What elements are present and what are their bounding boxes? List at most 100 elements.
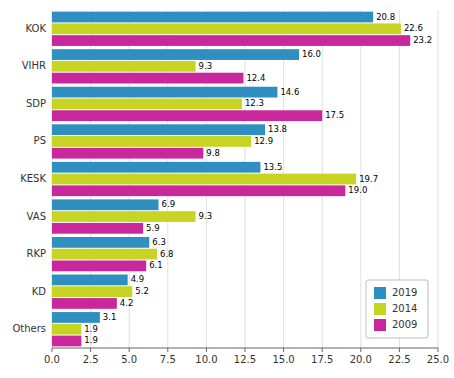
data-label: 3.1	[103, 312, 117, 322]
tick-label: 20.0	[350, 354, 372, 365]
bar	[52, 211, 196, 222]
x-ticks: 0.0 2.5 5.0 7.5 10.0 12.5 15.0 17.5 20.0 22.5 25.0	[44, 348, 449, 365]
tick-mark	[52, 348, 53, 352]
legend-label: 2009	[392, 319, 417, 330]
data-labels: 20.8 16.0 14.6 13.8 13.5 6.9 6.3 4.9 3.1 22.6 9.3 1…	[84, 12, 432, 346]
data-label: 12.9	[254, 136, 273, 146]
bar	[52, 49, 299, 60]
category-label: VIHR	[22, 60, 46, 71]
data-label: 22.6	[404, 23, 423, 33]
bar	[52, 185, 345, 196]
data-label: 1.9	[84, 324, 98, 334]
grid-line	[438, 10, 439, 348]
category-label: PS	[34, 135, 46, 146]
category-label: VAS	[27, 211, 46, 222]
data-label: 19.0	[348, 185, 367, 195]
category-label: SDP	[26, 98, 46, 109]
data-label: 4.2	[120, 298, 134, 308]
tick-label: 17.5	[311, 354, 333, 365]
data-label: 4.9	[131, 274, 145, 284]
tick-mark	[322, 348, 323, 352]
tick-label: 2.5	[83, 354, 99, 365]
data-label: 13.5	[263, 162, 282, 172]
tick-label: 10.0	[195, 354, 217, 365]
x-axis-line	[52, 348, 438, 349]
tick-mark	[245, 348, 246, 352]
bar	[52, 148, 203, 159]
bar	[52, 249, 157, 260]
category-label: Others	[12, 323, 46, 334]
legend-swatch	[374, 319, 386, 331]
tick-label: 12.5	[234, 354, 256, 365]
data-label: 9.3	[199, 61, 213, 71]
data-label: 6.8	[160, 249, 174, 259]
bar	[52, 87, 277, 98]
tick-label: 7.5	[160, 354, 176, 365]
chart: 0.0 2.5 5.0 7.5 10.0 12.5 15.0 17.5 20.0 22.5 25.0…	[0, 0, 454, 378]
tick-mark	[206, 348, 207, 352]
grid	[52, 10, 438, 348]
legend-label: 2014	[392, 303, 417, 314]
bar	[52, 99, 242, 110]
tick-mark	[360, 348, 361, 352]
data-label: 6.9	[162, 199, 176, 209]
bars	[52, 12, 410, 347]
bar	[52, 286, 132, 297]
legend-swatch	[374, 287, 386, 299]
bar	[52, 124, 265, 135]
data-label: 17.5	[325, 110, 344, 120]
data-label: 20.8	[376, 12, 395, 22]
data-label: 1.9	[84, 335, 98, 345]
data-label: 6.1	[149, 260, 163, 270]
bar	[52, 23, 401, 34]
legend-label: 2019	[392, 287, 417, 298]
data-label: 9.8	[206, 148, 220, 158]
legend-box	[366, 280, 428, 338]
bar	[52, 223, 143, 234]
bar	[52, 275, 128, 286]
tick-label: 25.0	[427, 354, 449, 365]
tick-label: 15.0	[272, 354, 294, 365]
bar	[52, 61, 196, 72]
bar	[52, 12, 373, 23]
data-label: 6.3	[152, 237, 166, 247]
bar	[52, 260, 146, 271]
tick-mark	[167, 348, 168, 352]
bar	[52, 162, 260, 173]
category-label: KESK	[20, 173, 46, 184]
data-label: 5.2	[135, 286, 149, 296]
bar	[52, 237, 149, 248]
data-label: 23.2	[413, 35, 432, 45]
data-label: 14.6	[280, 87, 299, 97]
data-label: 12.3	[245, 98, 264, 108]
data-label: 13.8	[268, 124, 287, 134]
tick-label: 5.0	[121, 354, 137, 365]
category-label: KOK	[26, 23, 47, 34]
bar	[52, 199, 159, 210]
bar	[52, 35, 410, 46]
y-ticks: KOK VIHR SDP PS KESK VAS RKP KD Others	[12, 23, 46, 334]
data-label: 19.7	[359, 174, 378, 184]
tick-mark	[129, 348, 130, 352]
legend-swatch	[374, 303, 386, 315]
bar	[52, 336, 81, 347]
tick-mark	[399, 348, 400, 352]
data-label: 12.4	[246, 73, 265, 83]
bar	[52, 312, 100, 323]
bar	[52, 110, 322, 121]
bar	[52, 298, 117, 309]
tick-label: 22.5	[388, 354, 410, 365]
tick-mark	[90, 348, 91, 352]
data-label: 5.9	[146, 223, 160, 233]
data-label: 9.3	[199, 211, 213, 221]
bar	[52, 136, 251, 147]
category-label: KD	[32, 286, 47, 297]
tick-label: 0.0	[44, 354, 60, 365]
legend: 2019 2014 2009	[366, 280, 428, 338]
bar	[52, 73, 243, 84]
tick-mark	[438, 348, 439, 352]
category-label: RKP	[26, 248, 46, 259]
data-label: 16.0	[302, 49, 321, 59]
bar	[52, 324, 81, 335]
tick-mark	[283, 348, 284, 352]
